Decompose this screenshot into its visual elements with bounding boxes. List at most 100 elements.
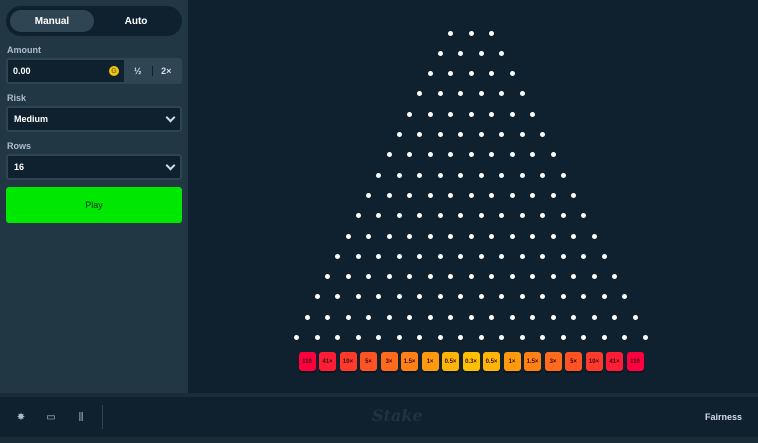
peg (550, 274, 556, 280)
peg (376, 172, 382, 178)
rows-label: Rows (7, 141, 32, 151)
peg (458, 253, 464, 259)
peg (458, 335, 464, 340)
peg (560, 294, 566, 300)
tab-auto[interactable]: Auto (124, 15, 148, 27)
peg (581, 294, 587, 300)
peg (417, 253, 423, 259)
peg (427, 233, 433, 239)
peg (468, 30, 474, 36)
peg (489, 192, 494, 198)
amount-group: 0.00 G ½ 2× (6, 58, 182, 84)
peg (448, 71, 453, 77)
peg (448, 192, 453, 198)
peg (437, 294, 443, 300)
peg (509, 192, 515, 198)
peg (499, 335, 505, 340)
play-button[interactable]: Play (6, 187, 182, 223)
peg (437, 213, 443, 219)
fairness-button[interactable]: Fairness (704, 412, 742, 422)
peg (519, 253, 525, 259)
peg (468, 274, 474, 280)
peg (396, 213, 402, 219)
peg (468, 111, 474, 117)
peg (560, 172, 566, 178)
chevron-down-icon (165, 160, 176, 170)
peg (345, 274, 351, 280)
peg (407, 233, 412, 239)
peg (355, 294, 361, 300)
peg (427, 71, 433, 77)
peg (366, 314, 371, 320)
peg (489, 233, 494, 239)
multiplier-bucket: 3× (544, 352, 562, 371)
peg (386, 274, 392, 280)
peg (519, 335, 525, 340)
multiplier-bucket: 5× (360, 352, 377, 371)
peg (530, 111, 535, 117)
multiplier-bucket: 0.3× (462, 352, 480, 371)
peg (499, 294, 505, 300)
peg (376, 294, 382, 300)
peg (489, 30, 494, 36)
peg (540, 294, 546, 300)
stats-icon[interactable]: ⫼ (78, 411, 84, 423)
peg (304, 314, 310, 320)
peg (601, 253, 607, 259)
peg (407, 274, 412, 280)
peg (571, 233, 576, 239)
stake-logo: Stake (372, 406, 423, 425)
peg (489, 274, 494, 280)
peg (560, 253, 566, 259)
peg (335, 335, 341, 340)
peg (530, 314, 535, 320)
multiplier-bucket: 41× (606, 352, 623, 371)
peg (355, 213, 361, 219)
amount-input[interactable]: 0.00 G (8, 60, 124, 82)
peg (478, 172, 484, 178)
rows-select[interactable]: 16 (6, 154, 182, 180)
peg (489, 71, 494, 77)
peg (407, 111, 412, 117)
peg (335, 253, 341, 259)
peg (386, 233, 392, 239)
peg (417, 172, 423, 178)
peg (376, 253, 382, 259)
multiplier-bucket: 10× (339, 352, 357, 371)
peg (489, 111, 494, 117)
half-button[interactable]: ½ (133, 66, 142, 76)
peg (530, 152, 535, 158)
peg (437, 91, 443, 97)
peg (294, 335, 300, 340)
theatre-mode-icon[interactable]: ▭ (46, 411, 56, 423)
peg (437, 172, 443, 178)
peg (417, 213, 423, 219)
multiplier-bucket: 1× (421, 352, 439, 371)
peg (581, 335, 587, 340)
peg (519, 172, 525, 178)
gear-icon[interactable]: ✸ (16, 411, 26, 423)
peg (437, 335, 443, 340)
peg (376, 335, 382, 340)
multiplier-bucket: 0.5× (483, 352, 500, 371)
peg (478, 213, 484, 219)
peg (622, 335, 628, 340)
peg (581, 253, 587, 259)
multiplier-bucket: 3× (380, 352, 398, 371)
amount-value: 0.00 (13, 66, 31, 76)
risk-select[interactable]: Medium (6, 106, 182, 132)
peg (591, 233, 597, 239)
peg (571, 314, 576, 320)
peg (417, 335, 423, 340)
peg (437, 132, 443, 137)
peg (509, 274, 515, 280)
peg (458, 213, 464, 219)
peg (386, 152, 392, 158)
risk-label: Risk (7, 93, 27, 103)
peg (478, 335, 484, 340)
peg (499, 91, 505, 97)
tab-manual[interactable]: Manual (10, 10, 94, 32)
peg (612, 314, 617, 320)
peg (366, 274, 371, 280)
double-button[interactable]: 2× (161, 66, 172, 76)
